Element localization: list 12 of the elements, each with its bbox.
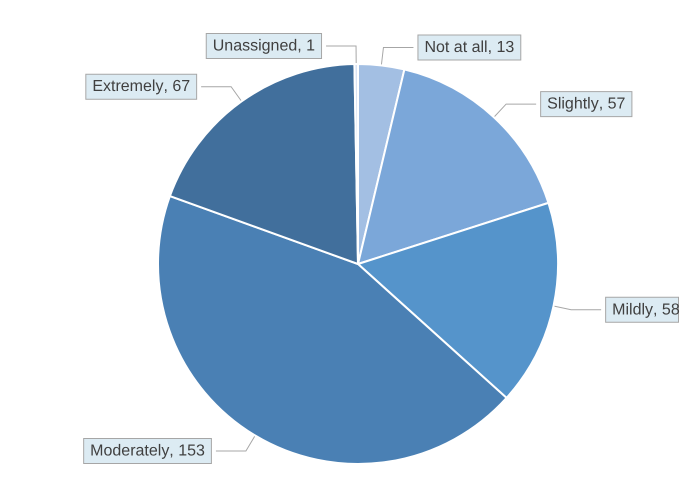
slice-label: Extremely <box>92 78 164 96</box>
data-label: , 1 <box>297 38 316 55</box>
slice-label: Not at all <box>424 38 488 56</box>
data-label: , 153 <box>169 442 205 460</box>
slice-label: Slightly <box>547 96 599 113</box>
slice-label: Unassigned <box>212 38 298 55</box>
data-label: , 58 <box>653 301 680 318</box>
slice-label: Mildly <box>612 301 654 318</box>
data-label: , 13 <box>488 38 514 56</box>
data-label: , 67 <box>163 78 190 96</box>
slice-label: Moderately <box>90 442 170 460</box>
data-label: , 57 <box>598 96 626 113</box>
